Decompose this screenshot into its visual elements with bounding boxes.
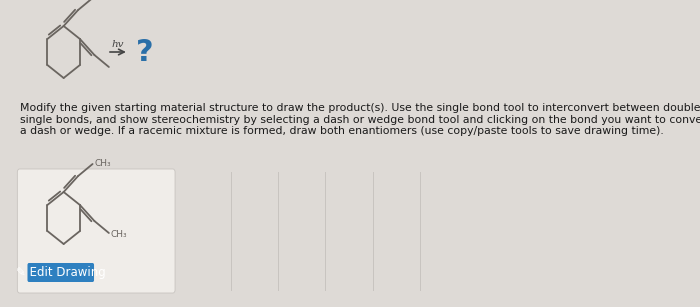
Text: Modify the given starting material structure to draw the product(s). Use the sin: Modify the given starting material struc… [20,103,700,136]
Text: CH₃: CH₃ [111,230,127,239]
FancyBboxPatch shape [18,169,175,293]
Text: ?: ? [136,37,153,67]
Text: hv: hv [112,40,124,49]
Text: CH₃: CH₃ [94,158,111,168]
Text: ✎ Edit Drawing: ✎ Edit Drawing [16,266,106,279]
FancyBboxPatch shape [27,263,94,282]
